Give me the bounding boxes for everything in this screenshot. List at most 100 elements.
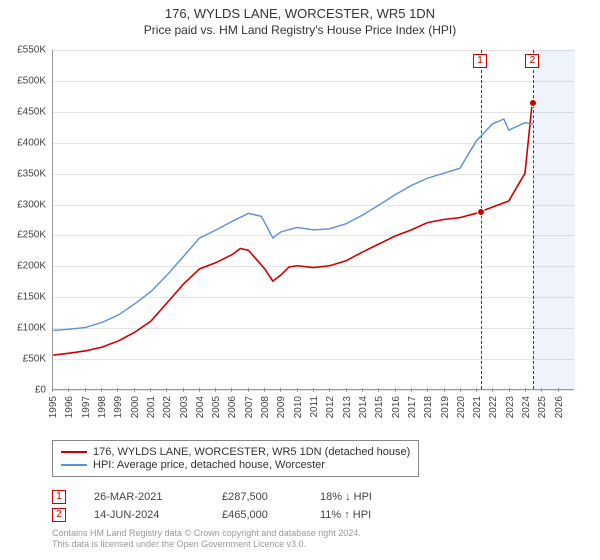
x-tick	[150, 388, 151, 392]
y-tick-label: £400K	[0, 137, 46, 148]
y-tick-label: £50K	[0, 354, 46, 365]
legend-box: 176, WYLDS LANE, WORCESTER, WR5 1DN (det…	[52, 440, 419, 477]
y-tick-label: £500K	[0, 75, 46, 86]
x-tick-label: 2017	[407, 396, 418, 418]
x-tick-label: 2019	[440, 396, 451, 418]
y-tick-label: £450K	[0, 106, 46, 117]
legend-item: 176, WYLDS LANE, WORCESTER, WR5 1DN (det…	[61, 446, 410, 458]
x-tick-label: 2011	[309, 396, 320, 418]
title-address: 176, WYLDS LANE, WORCESTER, WR5 1DN	[0, 6, 600, 21]
x-tick-label: 2015	[374, 396, 385, 418]
x-tick-label: 1999	[113, 396, 124, 418]
legend-swatch	[61, 464, 87, 466]
x-tick-label: 2005	[211, 396, 222, 418]
x-tick-label: 2002	[162, 396, 173, 418]
x-tick	[215, 388, 216, 392]
x-tick-label: 2004	[195, 396, 206, 418]
x-tick	[134, 388, 135, 392]
x-tick-label: 2016	[391, 396, 402, 418]
x-tick	[444, 388, 445, 392]
sale-diff: 11% ↑ HPI	[320, 509, 400, 521]
x-tick	[297, 388, 298, 392]
x-tick	[558, 388, 559, 392]
x-tick-label: 2024	[521, 396, 532, 418]
x-tick	[395, 388, 396, 392]
x-tick-label: 1997	[81, 396, 92, 418]
x-axis-labels: 1995199619971998199920002001200220032004…	[52, 392, 574, 438]
x-tick	[101, 388, 102, 392]
x-tick	[183, 388, 184, 392]
chart-svg	[53, 50, 574, 389]
y-tick-label: £0	[0, 385, 46, 396]
sale-index-box: 1	[52, 490, 66, 504]
x-tick-label: 2022	[488, 396, 499, 418]
y-tick-label: £550K	[0, 45, 46, 56]
sale-price: £287,500	[222, 491, 292, 503]
sale-row: 2 14-JUN-2024 £465,000 11% ↑ HPI	[52, 506, 400, 524]
x-tick	[460, 388, 461, 392]
x-tick	[85, 388, 86, 392]
x-tick	[427, 388, 428, 392]
x-tick	[313, 388, 314, 392]
x-tick	[264, 388, 265, 392]
sale-date: 26-MAR-2021	[94, 491, 194, 503]
x-tick	[329, 388, 330, 392]
sale-row: 1 26-MAR-2021 £287,500 18% ↓ HPI	[52, 488, 400, 506]
sale-diff: 18% ↓ HPI	[320, 491, 400, 503]
x-tick	[68, 388, 69, 392]
x-tick-label: 2013	[342, 396, 353, 418]
y-axis-labels: £0£50K£100K£150K£200K£250K£300K£350K£400…	[0, 50, 50, 390]
series-hpi	[53, 119, 533, 330]
y-tick-label: £300K	[0, 199, 46, 210]
x-tick	[346, 388, 347, 392]
x-tick-label: 2026	[554, 396, 565, 418]
sale-marker	[529, 99, 537, 107]
sale-index-box: 2	[52, 508, 66, 522]
x-tick	[362, 388, 363, 392]
x-tick	[541, 388, 542, 392]
x-tick	[509, 388, 510, 392]
sale-marker	[477, 208, 485, 216]
event-label-box: 1	[473, 54, 487, 68]
x-tick-label: 2012	[325, 396, 336, 418]
x-tick	[199, 388, 200, 392]
x-tick	[378, 388, 379, 392]
legend-swatch	[61, 451, 87, 453]
y-tick-label: £150K	[0, 292, 46, 303]
x-tick-label: 2003	[179, 396, 190, 418]
x-tick-label: 2006	[227, 396, 238, 418]
x-tick-label: 2014	[358, 396, 369, 418]
sale-price: £465,000	[222, 509, 292, 521]
x-tick-label: 2010	[293, 396, 304, 418]
x-tick	[492, 388, 493, 392]
y-tick-label: £350K	[0, 168, 46, 179]
event-label-box: 2	[525, 54, 539, 68]
y-tick-label: £200K	[0, 261, 46, 272]
legend-label: HPI: Average price, detached house, Worc…	[93, 459, 325, 471]
x-tick	[166, 388, 167, 392]
footer-attribution: Contains HM Land Registry data © Crown c…	[52, 528, 590, 551]
x-tick	[476, 388, 477, 392]
sales-table: 1 26-MAR-2021 £287,500 18% ↓ HPI 2 14-JUN-202…	[52, 488, 400, 524]
x-tick	[280, 388, 281, 392]
footer-line-2: This data is licensed under the Open Gov…	[52, 539, 590, 550]
x-tick	[525, 388, 526, 392]
x-tick-label: 2009	[276, 396, 287, 418]
x-tick	[411, 388, 412, 392]
chart-titles: 176, WYLDS LANE, WORCESTER, WR5 1DN Pric…	[0, 0, 600, 37]
x-tick	[231, 388, 232, 392]
x-tick	[117, 388, 118, 392]
x-tick-label: 2001	[146, 396, 157, 418]
plot-area	[52, 50, 574, 390]
x-tick-label: 2020	[456, 396, 467, 418]
x-tick-label: 2025	[537, 396, 548, 418]
chart-container: 176, WYLDS LANE, WORCESTER, WR5 1DN Pric…	[0, 0, 600, 560]
legend-label: 176, WYLDS LANE, WORCESTER, WR5 1DN (det…	[93, 446, 410, 458]
x-tick-label: 2023	[505, 396, 516, 418]
sale-date: 14-JUN-2024	[94, 509, 194, 521]
y-tick-label: £100K	[0, 323, 46, 334]
x-tick-label: 2008	[260, 396, 271, 418]
footer-line-1: Contains HM Land Registry data © Crown c…	[52, 528, 590, 539]
x-tick-label: 1998	[97, 396, 108, 418]
title-subtitle: Price paid vs. HM Land Registry's House …	[0, 23, 600, 37]
